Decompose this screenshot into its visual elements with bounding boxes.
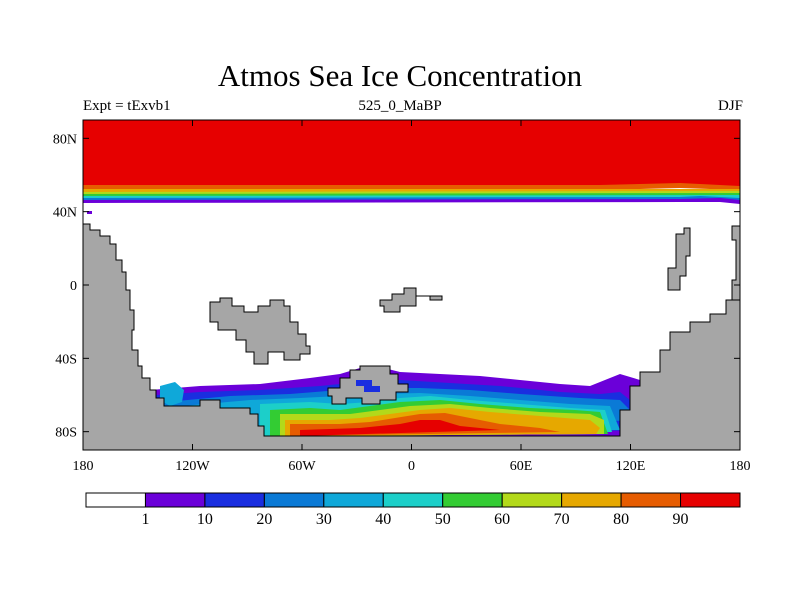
colorbar-swatch — [323, 492, 384, 508]
land-east-island — [667, 227, 691, 291]
colorbar-swatch — [620, 492, 682, 508]
colorbar-label: 90 — [673, 511, 689, 528]
experiment-label: Expt = tExvb1 — [83, 98, 171, 114]
colorbar-swatch — [85, 492, 146, 508]
colorbar-swatch — [204, 492, 265, 508]
antarctic-ice-100 — [300, 420, 500, 436]
lat-tick-label: 40N — [53, 206, 77, 221]
colorbar-label: 70 — [554, 511, 570, 528]
colorbar-label: 1 — [141, 511, 149, 528]
land-central-continent — [209, 297, 311, 365]
land-central-island — [379, 287, 443, 313]
lat-tick-label: 80S — [55, 426, 77, 441]
map-title: Atmos Sea Ice Concentration — [217, 58, 583, 93]
land-east-coast — [731, 225, 740, 301]
lat-tick-label: 40S — [55, 352, 77, 367]
colorbar-swatch — [382, 492, 444, 508]
lon-tick-label: 60W — [288, 459, 316, 474]
period-label: 525_0_MaBP — [358, 98, 442, 114]
colorbar-label: 20 — [256, 511, 272, 528]
lon-tick-label: 180 — [73, 459, 94, 474]
colorbar-swatch — [144, 492, 206, 508]
land-west — [83, 223, 740, 450]
colorbar: 1 10 20 30 40 50 60 70 80 90 — [85, 492, 741, 528]
lon-tick-label: 60E — [510, 459, 533, 474]
season-label: DJF — [717, 98, 743, 114]
colorbar-label: 40 — [375, 511, 391, 528]
colorbar-label: 50 — [435, 511, 451, 528]
west-antarctic-ice — [160, 382, 184, 406]
lon-tick-label: 120E — [616, 459, 646, 474]
arctic-ice-spot — [87, 211, 92, 214]
colorbar-swatch — [501, 492, 563, 508]
colorbar-label: 10 — [197, 511, 213, 528]
colorbar-swatch — [680, 492, 741, 508]
colorbar-swatch — [561, 492, 622, 508]
colorbar-label: 60 — [494, 511, 510, 528]
land-antarctic-inlet — [356, 380, 380, 392]
lon-tick-label: 0 — [408, 459, 415, 474]
colorbar-swatch — [263, 492, 325, 508]
colorbar-swatch — [442, 492, 503, 508]
colorbar-label: 80 — [613, 511, 629, 528]
arctic-ice-red — [83, 120, 740, 186]
lon-tick-label: 120W — [175, 459, 210, 474]
colorbar-label: 30 — [316, 511, 332, 528]
axis-ticks: 180 120W 60W 0 60E 120E 180 80N 40N 0 40S 80S — [53, 120, 751, 474]
lat-tick-label: 80N — [53, 132, 77, 147]
lon-tick-label: 180 — [730, 459, 751, 474]
arctic-ice-edge-10 — [83, 198, 740, 204]
lat-tick-label: 0 — [70, 279, 77, 294]
arctic-ice-edge-80 — [83, 183, 740, 190]
